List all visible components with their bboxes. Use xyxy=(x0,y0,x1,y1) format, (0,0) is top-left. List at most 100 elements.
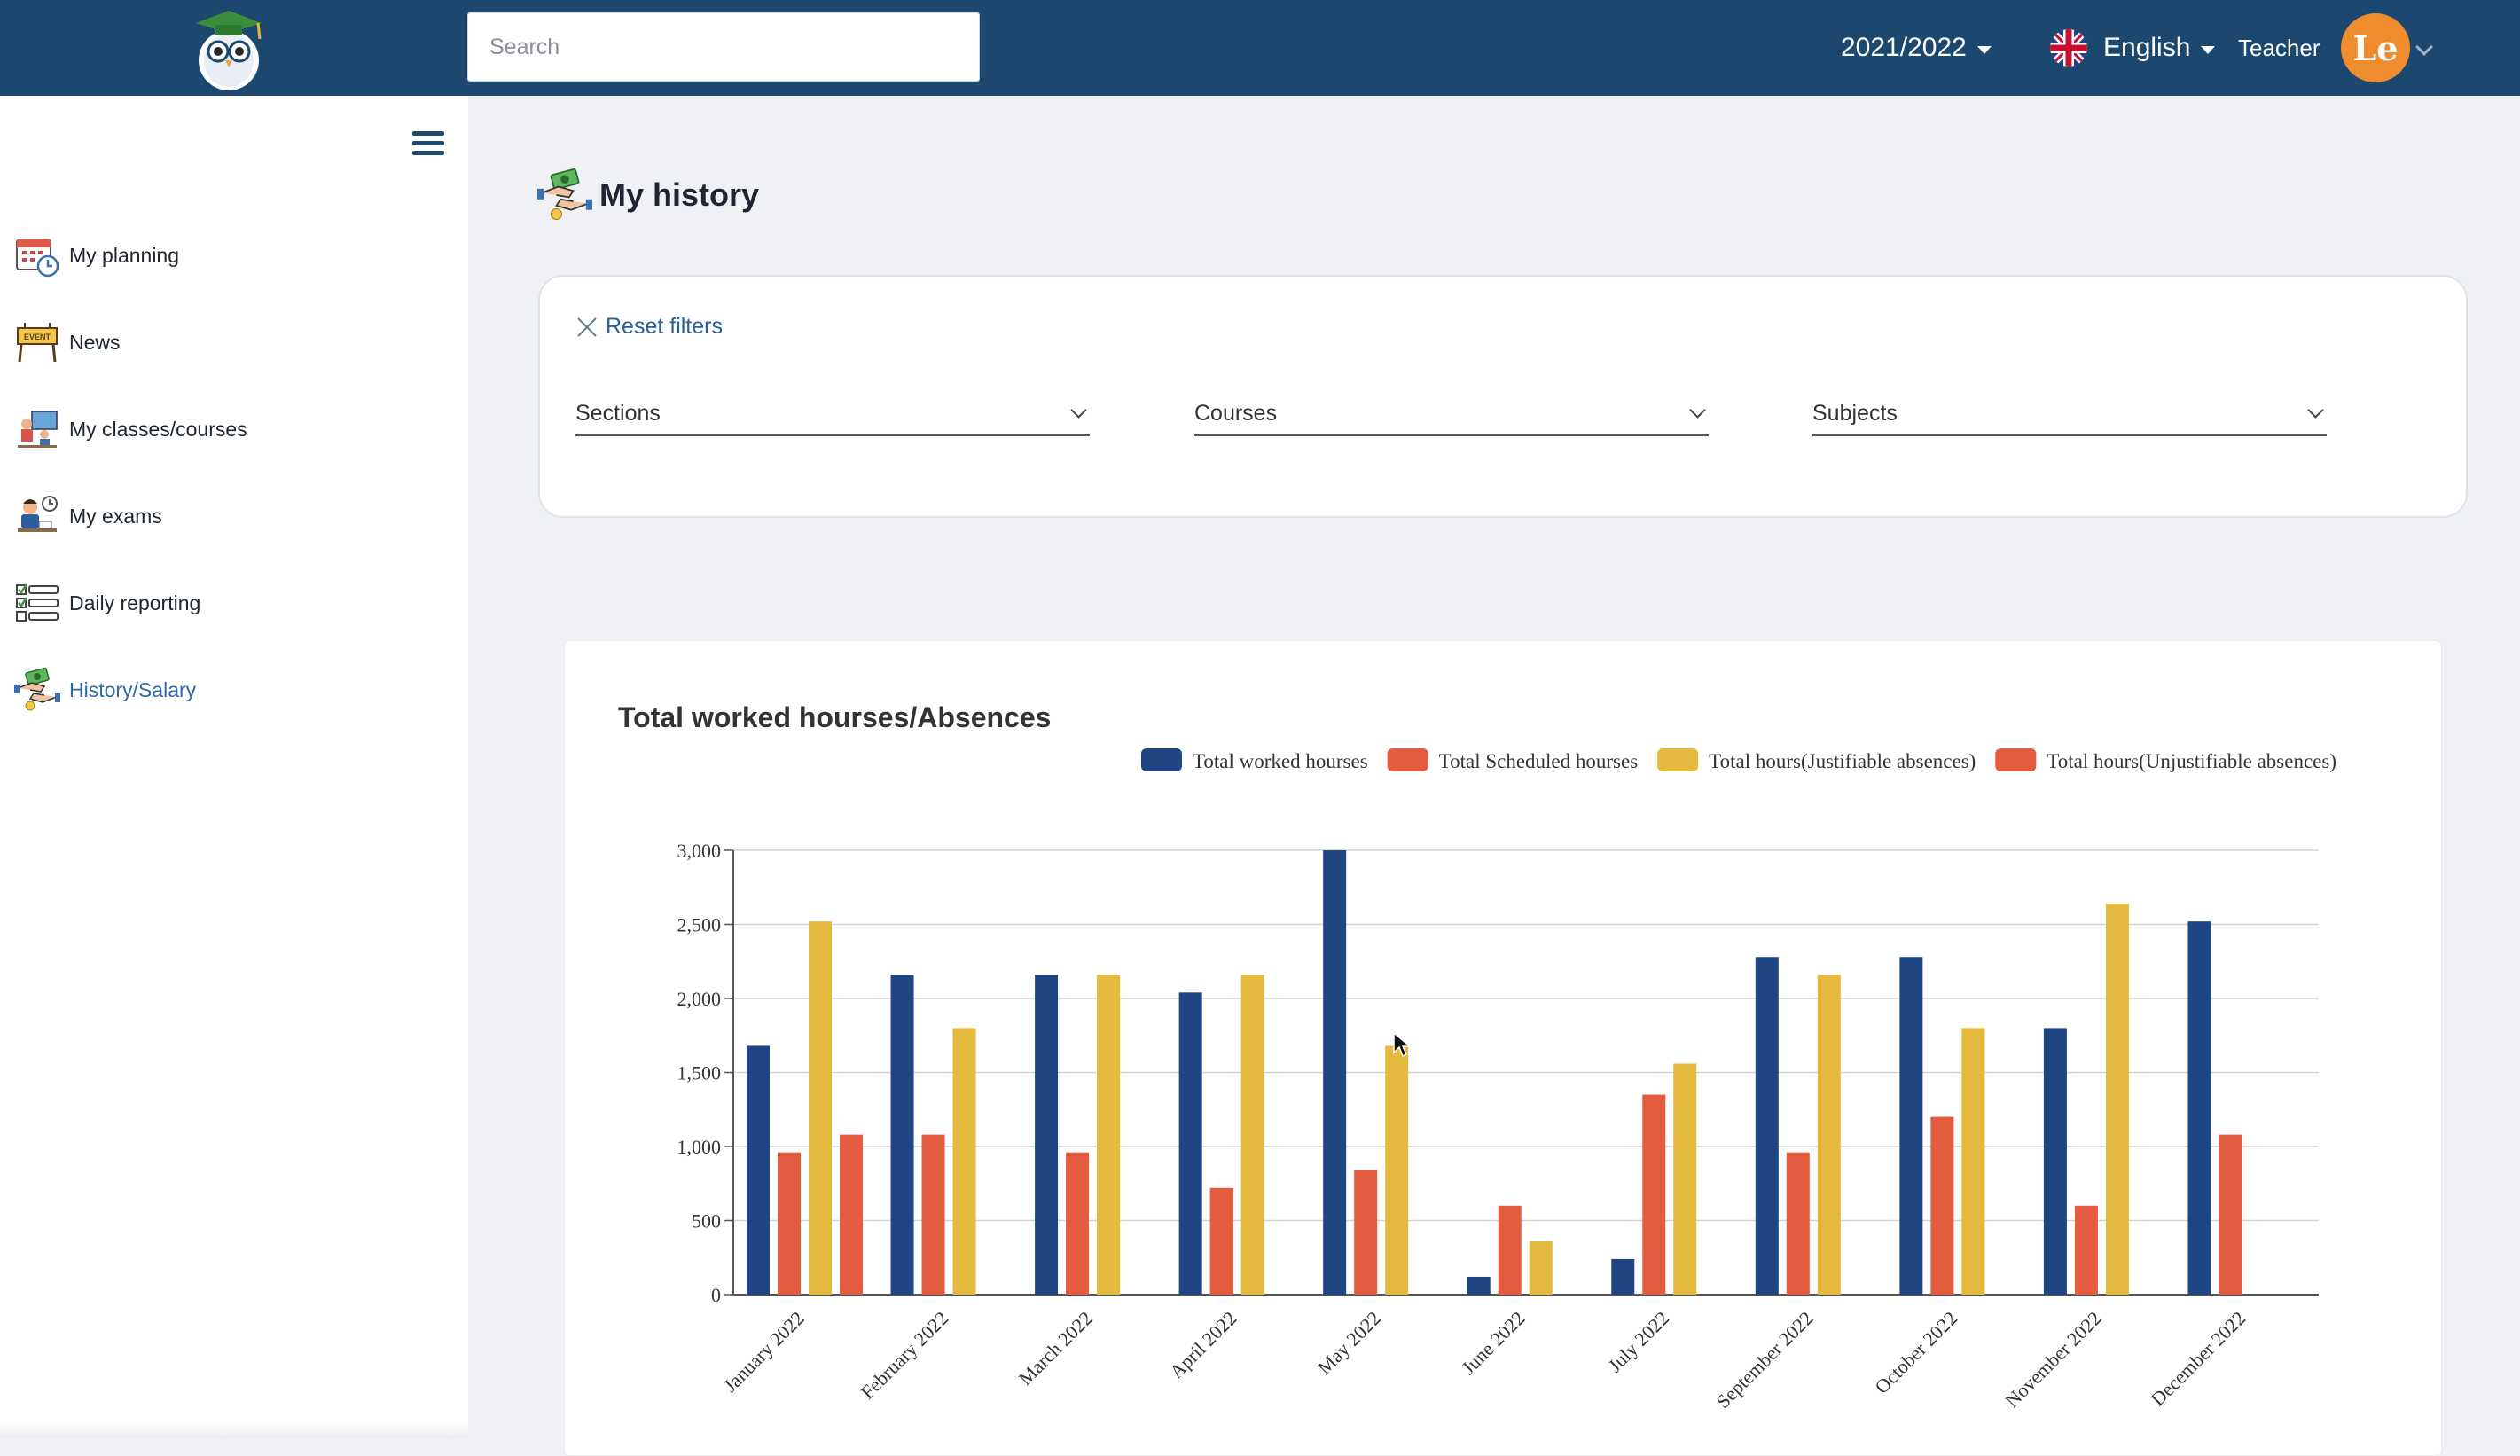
y-tick-label: 3,000 xyxy=(677,840,722,862)
bar xyxy=(1611,1258,1635,1295)
close-icon xyxy=(577,317,597,337)
bar xyxy=(1673,1063,1697,1295)
reset-filters-button[interactable]: Reset filters xyxy=(575,314,723,340)
hamburger-menu-icon[interactable] xyxy=(412,131,444,160)
legend-swatch xyxy=(1995,748,2037,771)
caret-down-icon xyxy=(2201,45,2216,54)
bar xyxy=(1961,1028,1985,1295)
bar xyxy=(1755,957,1779,1295)
bar-chart: 0 500 1,000 1,500 2,000 2,500 3,000 January 202… xyxy=(677,748,2336,1413)
sidebar-item-label: History/Salary xyxy=(69,677,197,701)
y-tick-label: 0 xyxy=(711,1284,721,1306)
bar xyxy=(1354,1170,1378,1295)
chevron-down-icon[interactable] xyxy=(2415,38,2433,56)
y-tick-label: 500 xyxy=(692,1210,721,1233)
x-tick-label: September 2022 xyxy=(1711,1307,1817,1413)
y-tick-label: 2,500 xyxy=(677,914,722,936)
bar xyxy=(921,1134,945,1295)
x-tick-label: December 2022 xyxy=(2147,1307,2250,1411)
sidebar-item-my-classes[interactable]: My classes/courses xyxy=(14,403,247,456)
page-title-text: My history xyxy=(599,176,760,213)
legend-label: Total Scheduled hourses xyxy=(1439,750,1639,772)
bar xyxy=(1178,992,1202,1295)
bar xyxy=(1786,1152,1810,1295)
bar xyxy=(952,1028,976,1295)
legend-label: Total hours(Unjustifiable absences) xyxy=(2047,750,2336,772)
sidebar-item-my-planning[interactable]: My planning xyxy=(14,229,179,282)
search-input[interactable] xyxy=(467,12,980,82)
bar xyxy=(1930,1116,1954,1295)
bar xyxy=(2219,1134,2242,1295)
courses-select-label: Courses xyxy=(1194,400,1278,426)
sidebar-item-label: My classes/courses xyxy=(69,417,247,441)
bar xyxy=(1209,1187,1233,1295)
bar xyxy=(1035,975,1059,1295)
chart-title: Total worked hourses/Absences xyxy=(618,701,1052,733)
subjects-select[interactable]: Subjects xyxy=(1812,392,2327,436)
event-sign-icon: EVENT xyxy=(17,323,58,363)
sidebar-item-label: My exams xyxy=(69,504,162,528)
bar xyxy=(840,1134,863,1295)
sidebar-item-history-salary[interactable]: History/Salary xyxy=(14,663,196,716)
classroom-icon xyxy=(18,411,58,448)
language-dropdown[interactable]: English xyxy=(2050,0,2216,96)
courses-select[interactable]: Courses xyxy=(1194,392,1709,436)
filter-card: Reset filters Sections Courses Subjects xyxy=(538,275,2468,518)
calendar-clock-icon xyxy=(16,239,59,278)
bar xyxy=(1240,975,1264,1295)
x-tick-label: March 2022 xyxy=(1014,1307,1097,1389)
bar xyxy=(809,921,832,1295)
user-role: Teacher xyxy=(2238,34,2320,61)
bar xyxy=(1529,1241,1553,1295)
legend-swatch xyxy=(1387,748,1428,771)
sidebar-item-label: Daily reporting xyxy=(69,591,201,614)
legend-label: Total hours(Justifiable absences) xyxy=(1709,750,1976,772)
checklist-icon xyxy=(16,583,59,622)
sections-select[interactable]: Sections xyxy=(575,392,1090,436)
x-tick-label: November 2022 xyxy=(2000,1307,2105,1412)
chevron-down-icon xyxy=(2307,402,2324,419)
x-tick-label: January 2022 xyxy=(719,1307,809,1397)
top-bar: 2021/2022 English Teacher Le xyxy=(0,0,2520,96)
bar xyxy=(1097,975,1121,1295)
chevron-down-icon xyxy=(1689,402,1706,419)
sidebar-item-my-exams[interactable]: My exams xyxy=(14,489,162,543)
bar xyxy=(890,975,914,1295)
x-tick-label: May 2022 xyxy=(1313,1307,1385,1379)
owl-logo-icon[interactable] xyxy=(189,5,269,92)
mouse-cursor-icon xyxy=(1393,1031,1412,1058)
svg-text:EVENT: EVENT xyxy=(24,333,51,341)
school-year-dropdown[interactable]: 2021/2022 xyxy=(1841,0,1992,96)
y-tick-label: 2,000 xyxy=(677,988,722,1010)
sidebar-item-daily-reporting[interactable]: Daily reporting xyxy=(14,576,200,630)
chevron-down-icon xyxy=(1070,402,1087,419)
sidebar-item-label: News xyxy=(69,330,121,354)
y-tick-label: 1,500 xyxy=(677,1062,722,1084)
salary-hands-icon xyxy=(537,168,592,221)
sections-select-label: Sections xyxy=(575,400,661,426)
bar xyxy=(2105,904,2129,1295)
bar xyxy=(2074,1205,2098,1295)
page-title: My history xyxy=(537,165,759,225)
bar xyxy=(1066,1152,1090,1295)
bar xyxy=(1899,957,1923,1295)
bar xyxy=(2043,1028,2067,1295)
language-label: English xyxy=(2103,33,2191,62)
bar xyxy=(1323,850,1347,1295)
subjects-select-label: Subjects xyxy=(1812,400,1898,426)
avatar[interactable]: Le xyxy=(2341,13,2410,82)
y-tick-label: 1,000 xyxy=(677,1136,722,1158)
x-tick-label: October 2022 xyxy=(1870,1307,1961,1398)
legend-swatch xyxy=(1140,748,1182,771)
bar xyxy=(1817,975,1841,1295)
sidebar-item-news[interactable]: EVENT News xyxy=(14,316,121,369)
bar xyxy=(747,1045,770,1295)
x-tick-label: February 2022 xyxy=(857,1307,953,1404)
bar xyxy=(1642,1094,1666,1295)
legend-swatch xyxy=(1657,748,1699,771)
exam-icon xyxy=(18,496,58,532)
sidebar-item-label: My planning xyxy=(69,243,180,267)
x-tick-label: July 2022 xyxy=(1603,1307,1673,1377)
x-tick-label: April 2022 xyxy=(1165,1307,1241,1383)
caret-down-icon xyxy=(1976,45,1992,54)
